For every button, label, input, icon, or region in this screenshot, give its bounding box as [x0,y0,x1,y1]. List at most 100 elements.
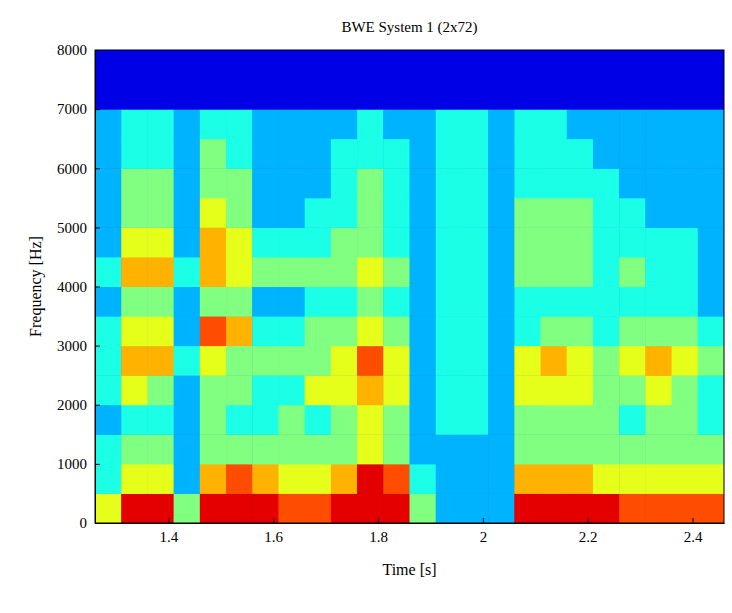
cell [147,464,174,494]
title: BWE System 1 (2x72) [341,19,477,36]
cell [514,464,541,494]
cell [567,198,594,228]
cell [698,109,724,139]
cell [200,434,227,464]
cell [252,346,279,376]
chart: 1.41.61.822.22.4010002000300040005000600… [0,0,732,613]
cell [147,168,174,198]
cell [200,227,227,257]
cell [331,375,358,405]
x-tick-label: 1.8 [369,529,388,545]
cell [645,80,672,110]
x-tick-label: 2.2 [579,529,598,545]
x-tick: 2 [480,518,488,545]
x-tick-mark [168,518,169,523]
cell [357,346,384,376]
y-tick-label: 7000 [57,101,87,117]
cell [698,434,724,464]
cell [357,227,384,257]
cell [541,434,568,464]
cell [174,375,201,405]
cell [383,346,410,376]
cell [619,464,646,494]
cell [252,464,279,494]
cell [331,257,358,287]
cell [410,227,437,257]
cell [200,257,227,287]
cell [541,257,568,287]
cell [514,257,541,287]
cell [488,139,515,169]
cell [672,464,699,494]
cell [174,80,201,110]
cell [147,109,174,139]
x-axis-title: Time [s] [382,561,436,578]
cell [305,257,332,287]
cell [410,434,437,464]
cell [95,316,122,346]
x-tick-mark [693,518,694,523]
cell [619,434,646,464]
cell [252,139,279,169]
cell [488,198,515,228]
cell [121,50,148,80]
cell [357,109,384,139]
cell [514,227,541,257]
cell [541,405,568,435]
cell [95,109,122,139]
cell [514,434,541,464]
cell [95,346,122,376]
cell [147,493,174,523]
cell [278,80,305,110]
cell [200,80,227,110]
cell [410,405,437,435]
cell [672,287,699,317]
x-tick-mark [273,518,274,523]
cell [645,287,672,317]
cell [462,139,489,169]
cell [619,139,646,169]
cell [567,50,594,80]
cell [226,346,253,376]
cell [645,493,672,523]
cell [645,139,672,169]
cell [278,257,305,287]
cell [331,346,358,376]
cell [672,139,699,169]
y-axis: 010002000300040005000600070008000 [57,42,100,531]
cell [541,464,568,494]
cell [619,405,646,435]
cell [174,493,201,523]
y-tick: 0 [80,515,101,531]
y-tick-mark [95,109,100,110]
cell [541,287,568,317]
x-tick-label: 1.6 [264,529,283,545]
cell [645,50,672,80]
cell [698,346,724,376]
cell [331,287,358,317]
y-axis-title: Frequency [Hz] [27,236,45,337]
cell [357,493,384,523]
cell [383,434,410,464]
cell [541,139,568,169]
cell [672,198,699,228]
cell [488,257,515,287]
cell [645,434,672,464]
cell [226,198,253,228]
cell [436,434,463,464]
cell [619,287,646,317]
cell [226,493,253,523]
cell [252,109,279,139]
cell [278,375,305,405]
cell [672,168,699,198]
x-tick-label: 1.4 [160,529,179,545]
cell [357,464,384,494]
cell [226,316,253,346]
cell [410,346,437,376]
cell [357,375,384,405]
cell [174,139,201,169]
cell [226,434,253,464]
x-axis-line [96,523,725,524]
cell [645,405,672,435]
cell [410,139,437,169]
